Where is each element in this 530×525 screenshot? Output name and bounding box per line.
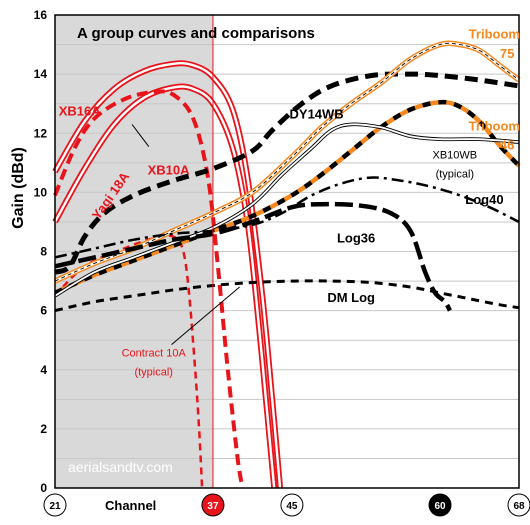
series-label: XB10A bbox=[148, 163, 191, 178]
x-tick-21: 21 bbox=[43, 493, 67, 517]
y-tick-label: 16 bbox=[34, 8, 48, 22]
series-line bbox=[54, 42, 520, 282]
series-line bbox=[54, 201, 452, 312]
series-label: Log36 bbox=[337, 231, 375, 246]
x-tick-45: 45 bbox=[280, 493, 304, 517]
watermark: aerialsandtv.com bbox=[68, 459, 173, 475]
x-tick-68: 68 bbox=[507, 493, 530, 517]
series-label: XB16A bbox=[59, 104, 102, 119]
series-line bbox=[54, 71, 520, 275]
y-tick-label: 4 bbox=[40, 363, 47, 377]
series-triboom-75 bbox=[53, 40, 521, 284]
x-tick-label: 68 bbox=[513, 501, 525, 512]
series-xb10wb-typical bbox=[54, 122, 520, 298]
series-dm-log bbox=[54, 279, 520, 313]
y-tick-label: 2 bbox=[40, 422, 47, 436]
series-label: Triboom bbox=[469, 27, 520, 42]
pointer-lines bbox=[131, 124, 240, 346]
series-log40 bbox=[54, 176, 520, 259]
x-tick-37: 37 bbox=[201, 493, 225, 517]
series-line bbox=[53, 85, 276, 489]
series-label: 75 bbox=[500, 46, 514, 61]
series-label: DY14WB bbox=[290, 106, 344, 121]
x-axis-label: Channel bbox=[105, 498, 156, 513]
x-tick-label: 37 bbox=[207, 501, 219, 512]
series-dy14wb bbox=[54, 71, 520, 275]
series-xb10a bbox=[53, 89, 245, 489]
series-line bbox=[54, 279, 520, 313]
series-label: (typical) bbox=[436, 169, 475, 181]
x-tick-circle bbox=[43, 493, 67, 517]
series-yagi-18a bbox=[52, 83, 278, 489]
x-tick-label: 45 bbox=[286, 501, 298, 512]
x-tick-label: 21 bbox=[49, 501, 61, 512]
plot-border bbox=[54, 14, 520, 489]
series-label: 46 bbox=[500, 138, 514, 153]
x-tick-label: 60 bbox=[434, 501, 446, 512]
y-tick-label: 6 bbox=[40, 304, 47, 318]
series-label: (typical) bbox=[134, 367, 173, 379]
y-axis-label: Gain (dBd) bbox=[10, 147, 27, 229]
series-label: Contract 10A bbox=[122, 347, 187, 359]
series-line bbox=[54, 99, 521, 295]
series-log36 bbox=[54, 201, 452, 312]
y-tick-label: 8 bbox=[40, 245, 47, 259]
series-line bbox=[54, 176, 520, 259]
y-tick-label: 0 bbox=[40, 481, 47, 495]
y-tick-label: 10 bbox=[34, 185, 48, 199]
series-triboom-46 bbox=[54, 99, 521, 295]
chart-title: A group curves and comparisons bbox=[77, 25, 315, 42]
y-tick-label: 14 bbox=[34, 67, 48, 81]
series-label: XB10WB bbox=[433, 149, 478, 161]
x-tick-circle bbox=[280, 493, 304, 517]
pointer-line bbox=[171, 286, 240, 346]
series-line bbox=[53, 89, 245, 489]
series-line bbox=[54, 123, 520, 297]
series-label: Triboom bbox=[469, 118, 520, 133]
series-label: DM Log bbox=[327, 290, 375, 305]
pointer-line bbox=[131, 124, 150, 147]
series-label: Log40 bbox=[465, 192, 503, 207]
x-tick-labels: 21 37 45 60 68 bbox=[43, 493, 530, 517]
y-tick-labels: 0 2 4 6 8 10 12 14 16 bbox=[34, 8, 48, 495]
x-tick-circle bbox=[507, 493, 530, 517]
x-tick-60: 60 bbox=[428, 493, 452, 517]
x-tick-circle bbox=[201, 493, 225, 517]
y-tick-label: 12 bbox=[34, 126, 48, 140]
x-tick-circle bbox=[428, 493, 452, 517]
